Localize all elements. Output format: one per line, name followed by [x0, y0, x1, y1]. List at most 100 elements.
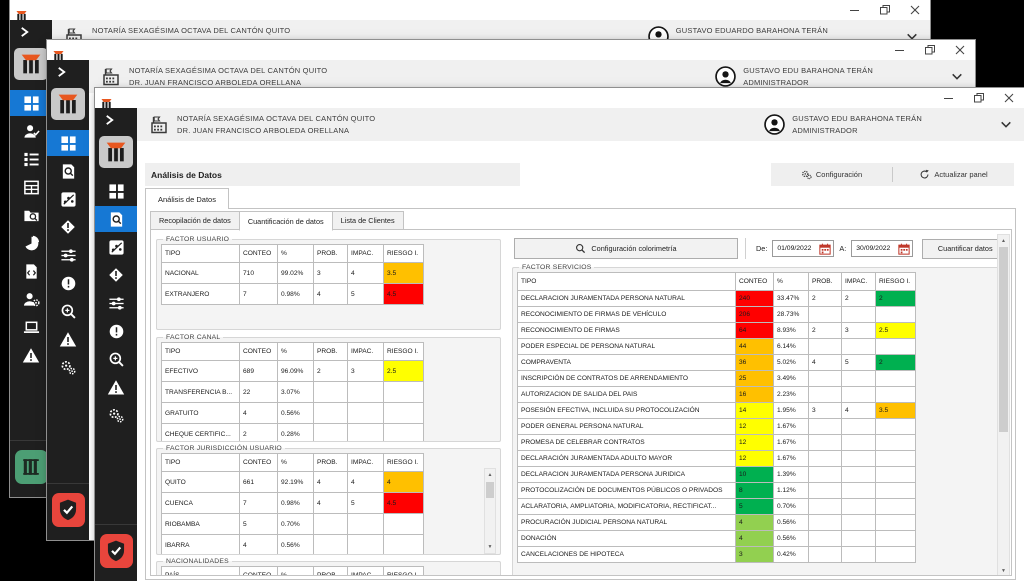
sidebar-item-laptop[interactable]	[10, 314, 52, 340]
sidebar-item-checklist[interactable]	[10, 146, 52, 172]
sidebar-item-gears[interactable]	[95, 402, 137, 428]
maximize-button[interactable]	[915, 40, 945, 60]
sidebar-item-dashboard-grid[interactable]	[47, 130, 89, 156]
sidebar-item-sliders[interactable]	[47, 242, 89, 268]
table-row[interactable]: EXTRANJERO 7 0.98% 4 5 4.5	[161, 283, 424, 305]
table-row[interactable]: AUTORIZACION DE SALIDA DEL PAIS 16 2.23%	[517, 386, 916, 403]
tab-cuantificaci-n-de-datos[interactable]: Cuantificación de datos	[238, 211, 333, 231]
cell: 12	[735, 418, 774, 435]
table-row[interactable]: PROMESA DE CELEBRAR CONTRATOS 12 1.67%	[517, 434, 916, 451]
cell: 3	[313, 262, 348, 284]
cell	[841, 370, 876, 387]
close-button[interactable]	[900, 0, 930, 20]
table-row[interactable]: NACIONAL 710 99.02% 3 4 3.5	[161, 262, 424, 284]
table-row[interactable]: IBARRA 4 0.56%	[161, 534, 424, 554]
sidebar-item-diamond-alert[interactable]	[47, 214, 89, 240]
table-row[interactable]: QUITO 661 92.19% 4 4 4	[161, 471, 424, 493]
sidebar-item-zoom-search[interactable]	[47, 298, 89, 324]
column-header: CONTEO	[239, 342, 278, 361]
sidebar-item-dashboard-grid[interactable]	[95, 178, 137, 204]
sidebar-item-warning-triangle[interactable]	[47, 326, 89, 352]
table-row[interactable]: DONACIÓN 4 0.56%	[517, 530, 916, 547]
sidebar-item-circle-alert[interactable]	[95, 318, 137, 344]
to-date-field[interactable]: 30/09/2022	[851, 240, 914, 257]
minimize-button[interactable]	[934, 88, 964, 108]
sidebar-item-diamond-alert[interactable]	[95, 262, 137, 288]
configuracion-button[interactable]: Configuración	[771, 163, 892, 186]
sidebar-item-document-search[interactable]	[47, 158, 89, 184]
table-row[interactable]: RIOBAMBA 5 0.70%	[161, 513, 424, 535]
table-row[interactable]: PODER ESPECIAL DE PERSONA NATURAL 44 6.14%	[517, 338, 916, 355]
tab-analisis-de-datos[interactable]: Análisis de Datos	[145, 188, 229, 209]
calendar-icon[interactable]	[819, 243, 832, 255]
sidebar-item-gears[interactable]	[47, 354, 89, 380]
configuracion-colorimetria-button[interactable]: Configuración colorimetría	[514, 238, 738, 259]
sidebar-item-sliders[interactable]	[95, 290, 137, 316]
from-date-field[interactable]: 01/09/2022	[772, 240, 835, 257]
diamond-alert-icon	[107, 266, 125, 284]
scroll-down-icon[interactable]: ▼	[1001, 568, 1006, 574]
sidebar-item-circle-alert[interactable]	[47, 270, 89, 296]
sidebar-item-warning-triangle[interactable]	[10, 342, 52, 368]
maximize-button[interactable]	[964, 88, 994, 108]
table-row[interactable]: CANCELACIONES DE HIPOTECA 3 0.42%	[517, 546, 916, 563]
table-row[interactable]: TRANSFERENCIA B... 22 3.07%	[161, 381, 424, 403]
minimize-button[interactable]	[885, 40, 915, 60]
sidebar-item-pie-chart[interactable]	[10, 230, 52, 256]
sidebar-item-user-gear[interactable]	[10, 286, 52, 312]
sidebar-expand-button[interactable]	[10, 20, 30, 46]
sidebar-item-user-check[interactable]	[10, 118, 52, 144]
jurisdiccion-scrollbar[interactable]: ▲ ▼	[484, 468, 496, 554]
sidebar-expand-button[interactable]	[95, 108, 115, 134]
table-row[interactable]: PODER GENERAL PERSONA NATURAL 12 1.67%	[517, 418, 916, 435]
table-row[interactable]: ACLARATORIA, AMPLIATORIA, MODIFICATORIA,…	[517, 498, 916, 515]
user-menu-chevron-icon[interactable]	[906, 32, 918, 41]
green-logo-badge[interactable]	[14, 450, 48, 484]
table-row[interactable]: RECONOCIMIENTO DE FIRMAS 64 8.93% 2 3 2.5	[517, 322, 916, 339]
user-menu-chevron-icon[interactable]	[1000, 120, 1012, 129]
sidebar-item-scatter-chart[interactable]	[47, 186, 89, 212]
cuantificar-datos-button[interactable]: Cuantificar datos	[922, 238, 1009, 259]
table-row[interactable]: RECONOCIMIENTO DE FIRMAS DE VEHÍCULO 206 2…	[517, 306, 916, 323]
scroll-down-icon[interactable]: ▼	[487, 544, 493, 550]
circle-alert-icon	[60, 275, 77, 292]
sidebar-item-data-table[interactable]	[10, 174, 52, 200]
table-row[interactable]: POSESIÓN EFECTIVA, INCLUIDA SU PROTOCOLI…	[517, 402, 916, 419]
table-row[interactable]: DECLARACION JURAMENTADA PERSONA JURIDICA…	[517, 466, 916, 483]
cell: 0.56%	[773, 514, 809, 531]
tab-lista-de-clientes[interactable]: Lista de Clientes	[331, 211, 404, 230]
scroll-up-icon[interactable]: ▲	[487, 472, 493, 478]
sidebar-expand-button[interactable]	[47, 60, 67, 86]
sidebar-item-dashboard-grid[interactable]	[10, 90, 52, 116]
calendar-icon[interactable]	[898, 243, 910, 255]
table-row[interactable]: DECLARACION JURAMENTADA PERSONA NATURAL 2…	[517, 290, 916, 307]
actualizar-panel-button[interactable]: Actualizar panel	[893, 163, 1014, 186]
sidebar-item-scatter-chart[interactable]	[95, 234, 137, 260]
table-row[interactable]: PROTOCOLIZACIÓN DE DOCUMENTOS PÚBLICOS O…	[517, 482, 916, 499]
table-row[interactable]: DECLARACIÓN JURAMENTADA ADULTO MAYOR 12 1.…	[517, 450, 916, 467]
user-menu-chevron-icon[interactable]	[951, 72, 963, 81]
cell: 96.09%	[277, 360, 314, 382]
sidebar-item-warning-triangle[interactable]	[95, 374, 137, 400]
shield-badge[interactable]	[99, 534, 133, 568]
sidebar-item-code-document[interactable]	[10, 258, 52, 284]
shield-badge[interactable]	[51, 493, 85, 527]
table-row[interactable]: COMPRAVENTA 36 5.02% 4 5 2	[517, 354, 916, 371]
table-row[interactable]: CUENCA 7 0.98% 4 5 4.5	[161, 492, 424, 514]
table-row[interactable]: EFECTIVO 689 96.09% 2 3 2.5	[161, 360, 424, 382]
sidebar-item-zoom-search[interactable]	[95, 346, 137, 372]
table-row[interactable]: CHEQUE CERTIFIC... 2 0.28%	[161, 423, 424, 441]
cell	[313, 402, 348, 424]
panel-scrollbar[interactable]: ▲ ▼	[997, 234, 1010, 575]
close-button[interactable]	[994, 88, 1024, 108]
sidebar-item-folder-search[interactable]	[10, 202, 52, 228]
table-row[interactable]: PROCURACIÓN JUDICIAL PERSONA NATURAL 4 0.5…	[517, 514, 916, 531]
tab-recopilaci-n-de-datos[interactable]: Recopilación de datos	[150, 211, 240, 230]
scroll-up-icon[interactable]: ▲	[1001, 238, 1006, 244]
maximize-button[interactable]	[870, 0, 900, 20]
close-button[interactable]	[945, 40, 975, 60]
sidebar-item-document-search[interactable]	[95, 206, 137, 232]
table-row[interactable]: GRATUITO 4 0.56%	[161, 402, 424, 424]
table-row[interactable]: INSCRIPCIÓN DE CONTRATOS DE ARRENDAMIENT…	[517, 370, 916, 387]
minimize-button[interactable]	[840, 0, 870, 20]
